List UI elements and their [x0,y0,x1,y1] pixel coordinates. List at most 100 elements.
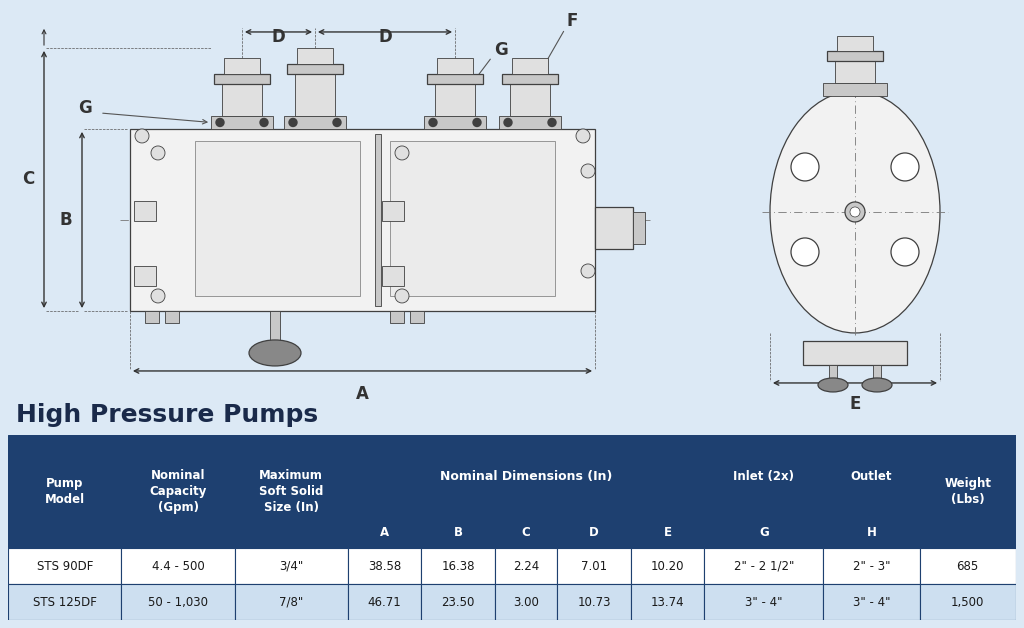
Bar [495,548,557,584]
Bar [495,517,557,548]
Bar [8,584,122,620]
Text: B: B [59,211,72,229]
Text: 1,500: 1,500 [951,596,984,609]
Ellipse shape [818,378,848,392]
Bar [427,74,483,84]
Text: Nominal
Capacity
(Gpm): Nominal Capacity (Gpm) [150,469,207,514]
Bar [631,517,705,548]
Circle shape [395,146,409,160]
Bar [8,548,122,584]
Circle shape [473,119,481,126]
Text: B: B [454,526,463,539]
Text: A: A [380,526,389,539]
Text: Outlet: Outlet [851,470,892,483]
Bar [122,548,234,584]
Bar [873,365,881,379]
Circle shape [395,289,409,303]
Bar [920,435,1016,548]
Bar [557,517,631,548]
Bar [502,74,558,84]
Bar [130,129,595,311]
Text: 4.4 - 500: 4.4 - 500 [152,560,205,573]
Bar [823,548,920,584]
Text: G: G [759,526,769,539]
Bar [234,435,348,548]
Bar [920,584,1016,620]
Text: 23.50: 23.50 [441,596,475,609]
Text: 46.71: 46.71 [368,596,401,609]
Bar [295,74,335,116]
Bar [557,548,631,584]
Bar [195,141,360,296]
Text: 2.24: 2.24 [513,560,540,573]
Bar [705,548,823,584]
Bar [422,584,495,620]
Bar [375,134,381,306]
Text: 7.01: 7.01 [581,560,607,573]
Text: 10.73: 10.73 [578,596,611,609]
Circle shape [891,238,919,266]
Bar [222,84,262,116]
Bar [435,84,475,116]
Bar [348,517,422,548]
Bar [495,584,557,620]
Bar [211,116,273,129]
Circle shape [850,207,860,217]
Bar [823,435,920,517]
Text: C: C [522,526,530,539]
Bar [437,58,473,74]
Circle shape [581,164,595,178]
Bar [631,584,705,620]
Text: Nominal Dimensions (In): Nominal Dimensions (In) [440,470,612,483]
Bar [134,201,156,221]
Text: Inlet (2x): Inlet (2x) [733,470,795,483]
Circle shape [151,289,165,303]
Text: 16.38: 16.38 [441,560,475,573]
Text: H: H [866,526,877,539]
Circle shape [289,119,297,126]
Circle shape [504,119,512,126]
Text: 3" - 4": 3" - 4" [853,596,890,609]
Text: D: D [271,28,286,46]
Bar [823,517,920,548]
Circle shape [135,129,150,143]
Bar [122,584,234,620]
Bar [705,584,823,620]
Bar [234,548,348,584]
Text: A: A [356,385,369,403]
Bar [499,116,561,129]
Circle shape [333,119,341,126]
Bar [382,266,404,286]
Bar [122,435,234,548]
Text: Weight
(Lbs): Weight (Lbs) [944,477,991,506]
Text: 2" - 2 1/2": 2" - 2 1/2" [734,560,794,573]
Bar [837,36,873,51]
Text: D: D [589,526,599,539]
Bar [631,548,705,584]
Bar [390,311,404,323]
Text: 7/8": 7/8" [280,596,303,609]
Bar [390,141,555,296]
Bar [348,435,705,517]
Circle shape [791,238,819,266]
Bar [823,83,887,96]
Text: 3" - 4": 3" - 4" [745,596,782,609]
Bar [134,266,156,286]
Bar [284,116,346,129]
Circle shape [151,146,165,160]
Text: Pump
Model: Pump Model [45,477,85,506]
Text: D: D [378,28,392,46]
Bar [382,201,404,221]
Bar [823,584,920,620]
Circle shape [581,264,595,278]
Ellipse shape [862,378,892,392]
Bar [424,116,486,129]
Bar [633,212,645,244]
Text: STS 125DF: STS 125DF [33,596,96,609]
Text: G: G [78,99,92,117]
Text: E: E [849,395,861,413]
Text: C: C [22,170,34,188]
Text: High Pressure Pumps: High Pressure Pumps [16,403,318,427]
Bar [8,435,122,548]
Bar [287,64,343,74]
